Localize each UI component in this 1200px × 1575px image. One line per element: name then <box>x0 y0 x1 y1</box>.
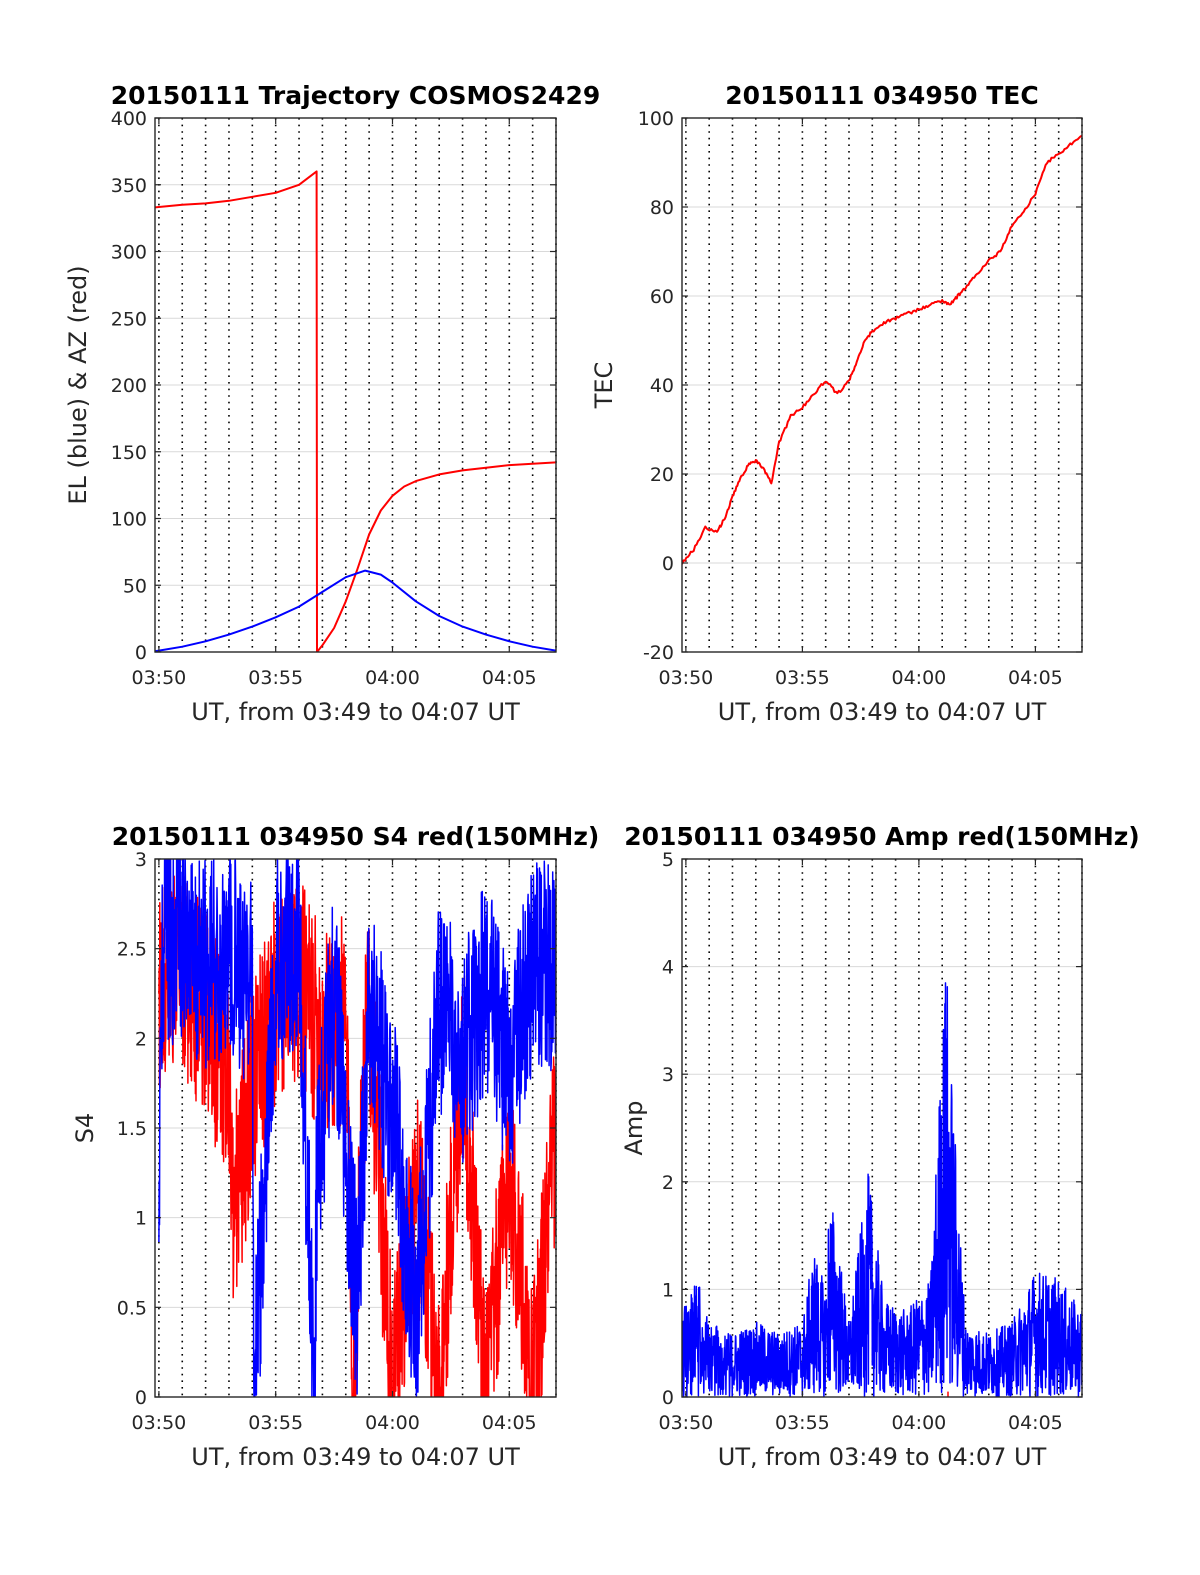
y-tick-label: 20 <box>650 464 674 486</box>
chart-title: 20150111 034950 TEC <box>725 81 1038 110</box>
y-tick-label: 3 <box>662 1064 674 1086</box>
chart-title: 20150111 Trajectory COSMOS2429 <box>111 81 601 110</box>
series-red-line <box>682 134 1082 565</box>
y-tick-label: 60 <box>650 286 674 308</box>
y-tick-label: 1 <box>662 1279 674 1301</box>
x-tick-label: 03:55 <box>248 1412 303 1434</box>
series-red-line <box>155 170 556 652</box>
x-tick-label: 03:55 <box>775 667 830 689</box>
chart-title: 20150111 034950 Amp red(150MHz) <box>624 822 1140 851</box>
chart-panel-3: 0 0.5 1 1.5 2 2.5 3 03:50 03:55 04:00 04:05 2015011… <box>71 822 599 1471</box>
x-tick-label: 04:00 <box>365 1412 420 1434</box>
x-tick-label: 03:50 <box>132 1412 187 1434</box>
x-tick-label: 03:55 <box>775 1412 830 1434</box>
x-tick-label: 04:05 <box>482 667 537 689</box>
y-tick-label: 0 <box>135 642 147 664</box>
series-blue-line <box>158 859 556 1397</box>
chart-panel-4: 0 1 2 3 4 5 03:50 03:55 04:00 04:05 20150111 03495… <box>620 822 1140 1471</box>
y-tick-label: 4 <box>662 957 674 979</box>
y-tick-label: 400 <box>111 108 147 130</box>
x-axis-label: UT, from 03:49 to 04:07 UT <box>718 1443 1047 1471</box>
y-tick-label: 80 <box>650 197 674 219</box>
y-tick-label: 40 <box>650 375 674 397</box>
x-tick-label: 03:55 <box>248 667 303 689</box>
chart-panel-1: 0 50 100 150 200 250 300 350 400 03:50 03:55 04:00 0… <box>64 81 600 726</box>
x-tick-label: 04:00 <box>892 1412 947 1434</box>
y-axis-label: EL (blue) & AZ (red) <box>64 265 92 504</box>
chart-title: 20150111 034950 S4 red(150MHz) <box>112 822 600 851</box>
chart-panel-2: -20 0 20 40 60 80 100 03:50 03:55 04:00 04:05 20150… <box>590 81 1083 726</box>
y-tick-label: 200 <box>111 375 147 397</box>
x-axis-label: UT, from 03:49 to 04:07 UT <box>191 698 520 726</box>
x-tick-label: 04:00 <box>365 667 420 689</box>
y-tick-label: 3 <box>135 849 147 871</box>
axes-frame <box>681 858 1083 1398</box>
x-tick-label: 04:00 <box>892 667 947 689</box>
y-tick-label: 2.5 <box>117 939 147 961</box>
y-tick-label: 350 <box>111 175 147 197</box>
series-blue-line <box>682 982 1082 1397</box>
y-tick-label: 0 <box>662 553 674 575</box>
y-axis-label: Amp <box>620 1100 648 1155</box>
series-blue-line <box>155 569 556 652</box>
x-tick-label: 03:50 <box>659 1412 714 1434</box>
x-tick-label: 04:05 <box>482 1412 537 1434</box>
y-tick-label: 300 <box>111 242 147 264</box>
y-tick-label: 0.5 <box>117 1297 147 1319</box>
x-tick-label: 03:50 <box>132 667 187 689</box>
y-tick-label: 250 <box>111 308 147 330</box>
y-tick-label: 2 <box>135 1028 147 1050</box>
y-tick-label: 0 <box>135 1387 147 1409</box>
y-tick-label: 1 <box>135 1208 147 1230</box>
y-tick-label: 2 <box>662 1172 674 1194</box>
x-axis-label: UT, from 03:49 to 04:07 UT <box>191 1443 520 1471</box>
x-tick-label: 04:05 <box>1008 1412 1063 1434</box>
y-axis-label: TEC <box>590 362 618 410</box>
y-tick-label: 5 <box>662 849 674 871</box>
y-axis-label: S4 <box>71 1113 99 1144</box>
x-axis-label: UT, from 03:49 to 04:07 UT <box>718 698 1047 726</box>
y-tick-label: 100 <box>638 108 674 130</box>
x-tick-label: 04:05 <box>1008 667 1063 689</box>
x-tick-label: 03:50 <box>659 667 714 689</box>
y-tick-label: 50 <box>123 575 147 597</box>
y-tick-label: 0 <box>662 1387 674 1409</box>
y-tick-label: -20 <box>643 642 674 664</box>
y-tick-label: 150 <box>111 442 147 464</box>
y-tick-label: 1.5 <box>117 1118 147 1140</box>
y-tick-label: 100 <box>111 509 147 531</box>
